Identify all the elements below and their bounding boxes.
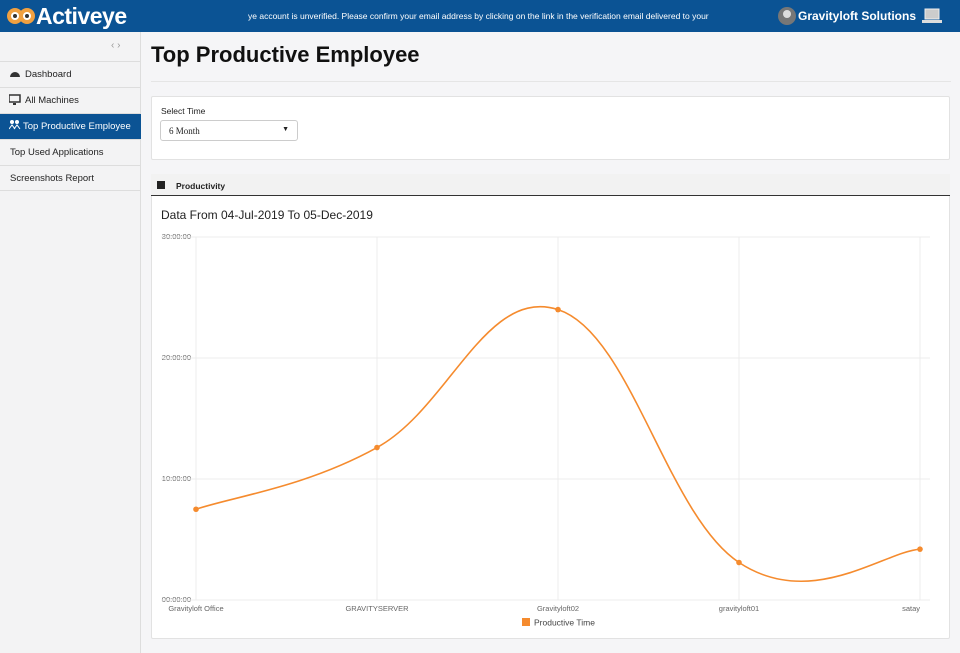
- x-tick-label: Gravityloft02: [537, 604, 579, 613]
- data-point: [555, 306, 561, 313]
- nav-item[interactable]: All Machines: [0, 87, 141, 113]
- y-tick-label: 20:00:00: [162, 353, 191, 362]
- page-title: Top Productive Employee: [151, 42, 420, 67]
- legend-swatch: [522, 618, 530, 626]
- data-point: [193, 506, 199, 513]
- select-value: 6 Month: [169, 126, 200, 136]
- logo-icon: [7, 8, 35, 24]
- series-line: [195, 306, 921, 582]
- divider: [151, 81, 951, 82]
- chart: Data From 04-Jul-2019 To 05-Dec-2019 00:…: [161, 208, 930, 627]
- logo[interactable]: Activeye: [36, 3, 127, 29]
- panel-title: Productivity: [176, 181, 226, 191]
- panel-header: Productivity: [151, 174, 950, 196]
- chart-title: Data From 04-Jul-2019 To 05-Dec-2019: [161, 208, 373, 222]
- notice: ye account is unverified. Please confirm…: [248, 11, 710, 21]
- collapse-toggle[interactable]: ‹ ›: [111, 40, 121, 51]
- y-tick-label: 10:00:00: [162, 474, 191, 483]
- nav-item[interactable]: Screenshots Report: [0, 165, 141, 191]
- filter-label: Select Time: [161, 106, 206, 116]
- data-point: [736, 559, 742, 566]
- time-select[interactable]: 6 Month ▼: [160, 120, 298, 141]
- panel-icon: [157, 181, 165, 189]
- y-tick-label: 30:00:00: [162, 232, 191, 241]
- chart-card: [151, 174, 950, 639]
- x-tick-label: GRAVITYSERVER: [345, 604, 409, 613]
- nav-item[interactable]: Top Productive Employee: [0, 113, 141, 139]
- top-bar: Activeye ye account is unverified. Pleas…: [0, 0, 960, 32]
- device-icon[interactable]: [922, 8, 942, 24]
- data-point: [374, 444, 380, 451]
- x-tick-label: Gravityloft Office: [168, 604, 223, 613]
- data-point: [917, 546, 923, 552]
- nav-item[interactable]: Top Used Applications: [0, 139, 141, 165]
- sidebar: ‹ › Dashboard All Machines Top Productiv…: [0, 32, 141, 653]
- company-menu[interactable]: Gravityloft Solutions: [798, 9, 917, 23]
- legend-label: Productive Time: [534, 617, 595, 627]
- nav-icons: [9, 72, 21, 130]
- x-tick-label: gravityloft01: [719, 604, 759, 613]
- filter-card: [151, 96, 950, 160]
- avatar[interactable]: [777, 6, 797, 26]
- nav-item[interactable]: Dashboard: [0, 61, 141, 87]
- x-tick-label: satay: [902, 604, 920, 613]
- y-tick-label: 00:00:00: [162, 595, 191, 604]
